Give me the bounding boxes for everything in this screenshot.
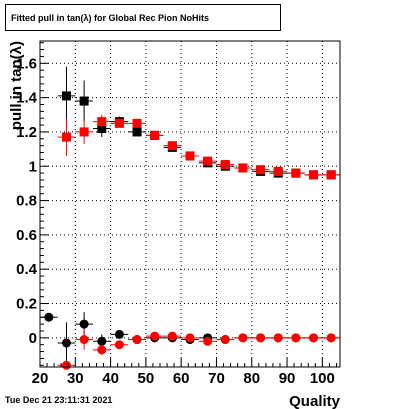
x-tick-label: 70: [208, 370, 225, 387]
x-tick-label: 80: [243, 370, 260, 387]
series-2: [57, 114, 340, 180]
series-4: [57, 329, 340, 370]
data-point: [256, 165, 266, 175]
data-point: [61, 338, 71, 348]
data-point: [97, 117, 107, 127]
data-point: [132, 118, 142, 128]
data-point: [44, 312, 54, 322]
x-axis-label: Quality: [289, 393, 341, 409]
y-axis-label: pull in tan(λ): [8, 41, 25, 130]
data-point: [150, 130, 160, 140]
data-point: [61, 91, 71, 101]
data-point: [185, 333, 195, 343]
data-point: [97, 336, 107, 346]
y-tick-label: 1.2: [16, 124, 37, 141]
data-point: [220, 335, 230, 345]
data-point: [132, 127, 142, 137]
x-tick-label: 30: [67, 370, 84, 387]
gridlines: [40, 41, 340, 367]
y-tick-label: 1: [29, 158, 37, 175]
data-point: [273, 166, 283, 176]
data-point: [256, 333, 266, 343]
timestamp: Tue Dec 21 23:11:31 2021: [5, 395, 113, 405]
y-tick-label: 0.6: [16, 227, 37, 244]
data-point: [61, 360, 71, 370]
data-point: [79, 335, 89, 345]
data-point: [326, 170, 336, 180]
y-tick-label: 0.4: [16, 261, 38, 278]
data-point: [79, 127, 89, 137]
x-tick-label: 40: [102, 370, 119, 387]
data-point: [114, 118, 124, 128]
x-tick-label: 20: [32, 370, 49, 387]
data-point: [114, 329, 124, 339]
data-point: [238, 333, 248, 343]
y-tick-label: 1.6: [16, 55, 37, 72]
y-tick-label: 0.2: [16, 296, 37, 313]
data-point: [291, 333, 301, 343]
plot-frame: [39, 40, 341, 368]
y-tick-label: 1.4: [16, 90, 38, 107]
data-point: [132, 335, 142, 345]
data-point: [326, 333, 336, 343]
data-point: [273, 333, 283, 343]
x-tick-label: 100: [310, 370, 335, 387]
y-tick-label: 0.8: [16, 193, 37, 210]
axes: 20 30 40 50 60 70 80 90 100 0 0.2 0.4 0.6 0.8 1 1.2 1.4 1…: [16, 42, 337, 387]
data-point: [167, 331, 177, 341]
data-point: [291, 168, 301, 178]
data-point: [150, 331, 160, 341]
data-point: [309, 333, 319, 343]
data-point: [220, 160, 230, 170]
data-point: [203, 156, 213, 166]
data-series: [40, 66, 340, 370]
data-point: [79, 319, 89, 329]
data-point: [238, 163, 248, 173]
data-point: [203, 336, 213, 346]
data-point: [309, 170, 319, 180]
x-tick-label: 60: [173, 370, 190, 387]
data-point: [97, 345, 107, 355]
x-tick-label: 90: [279, 370, 296, 387]
data-point: [167, 141, 177, 151]
data-point: [61, 132, 71, 142]
data-point: [114, 340, 124, 350]
chart-title: Fitted pull in tan(λ) for Global Rec Pio…: [5, 4, 281, 31]
x-tick-label: 50: [138, 370, 155, 387]
data-point: [185, 151, 195, 161]
data-point: [79, 96, 89, 106]
y-tick-label: 0: [29, 330, 37, 347]
